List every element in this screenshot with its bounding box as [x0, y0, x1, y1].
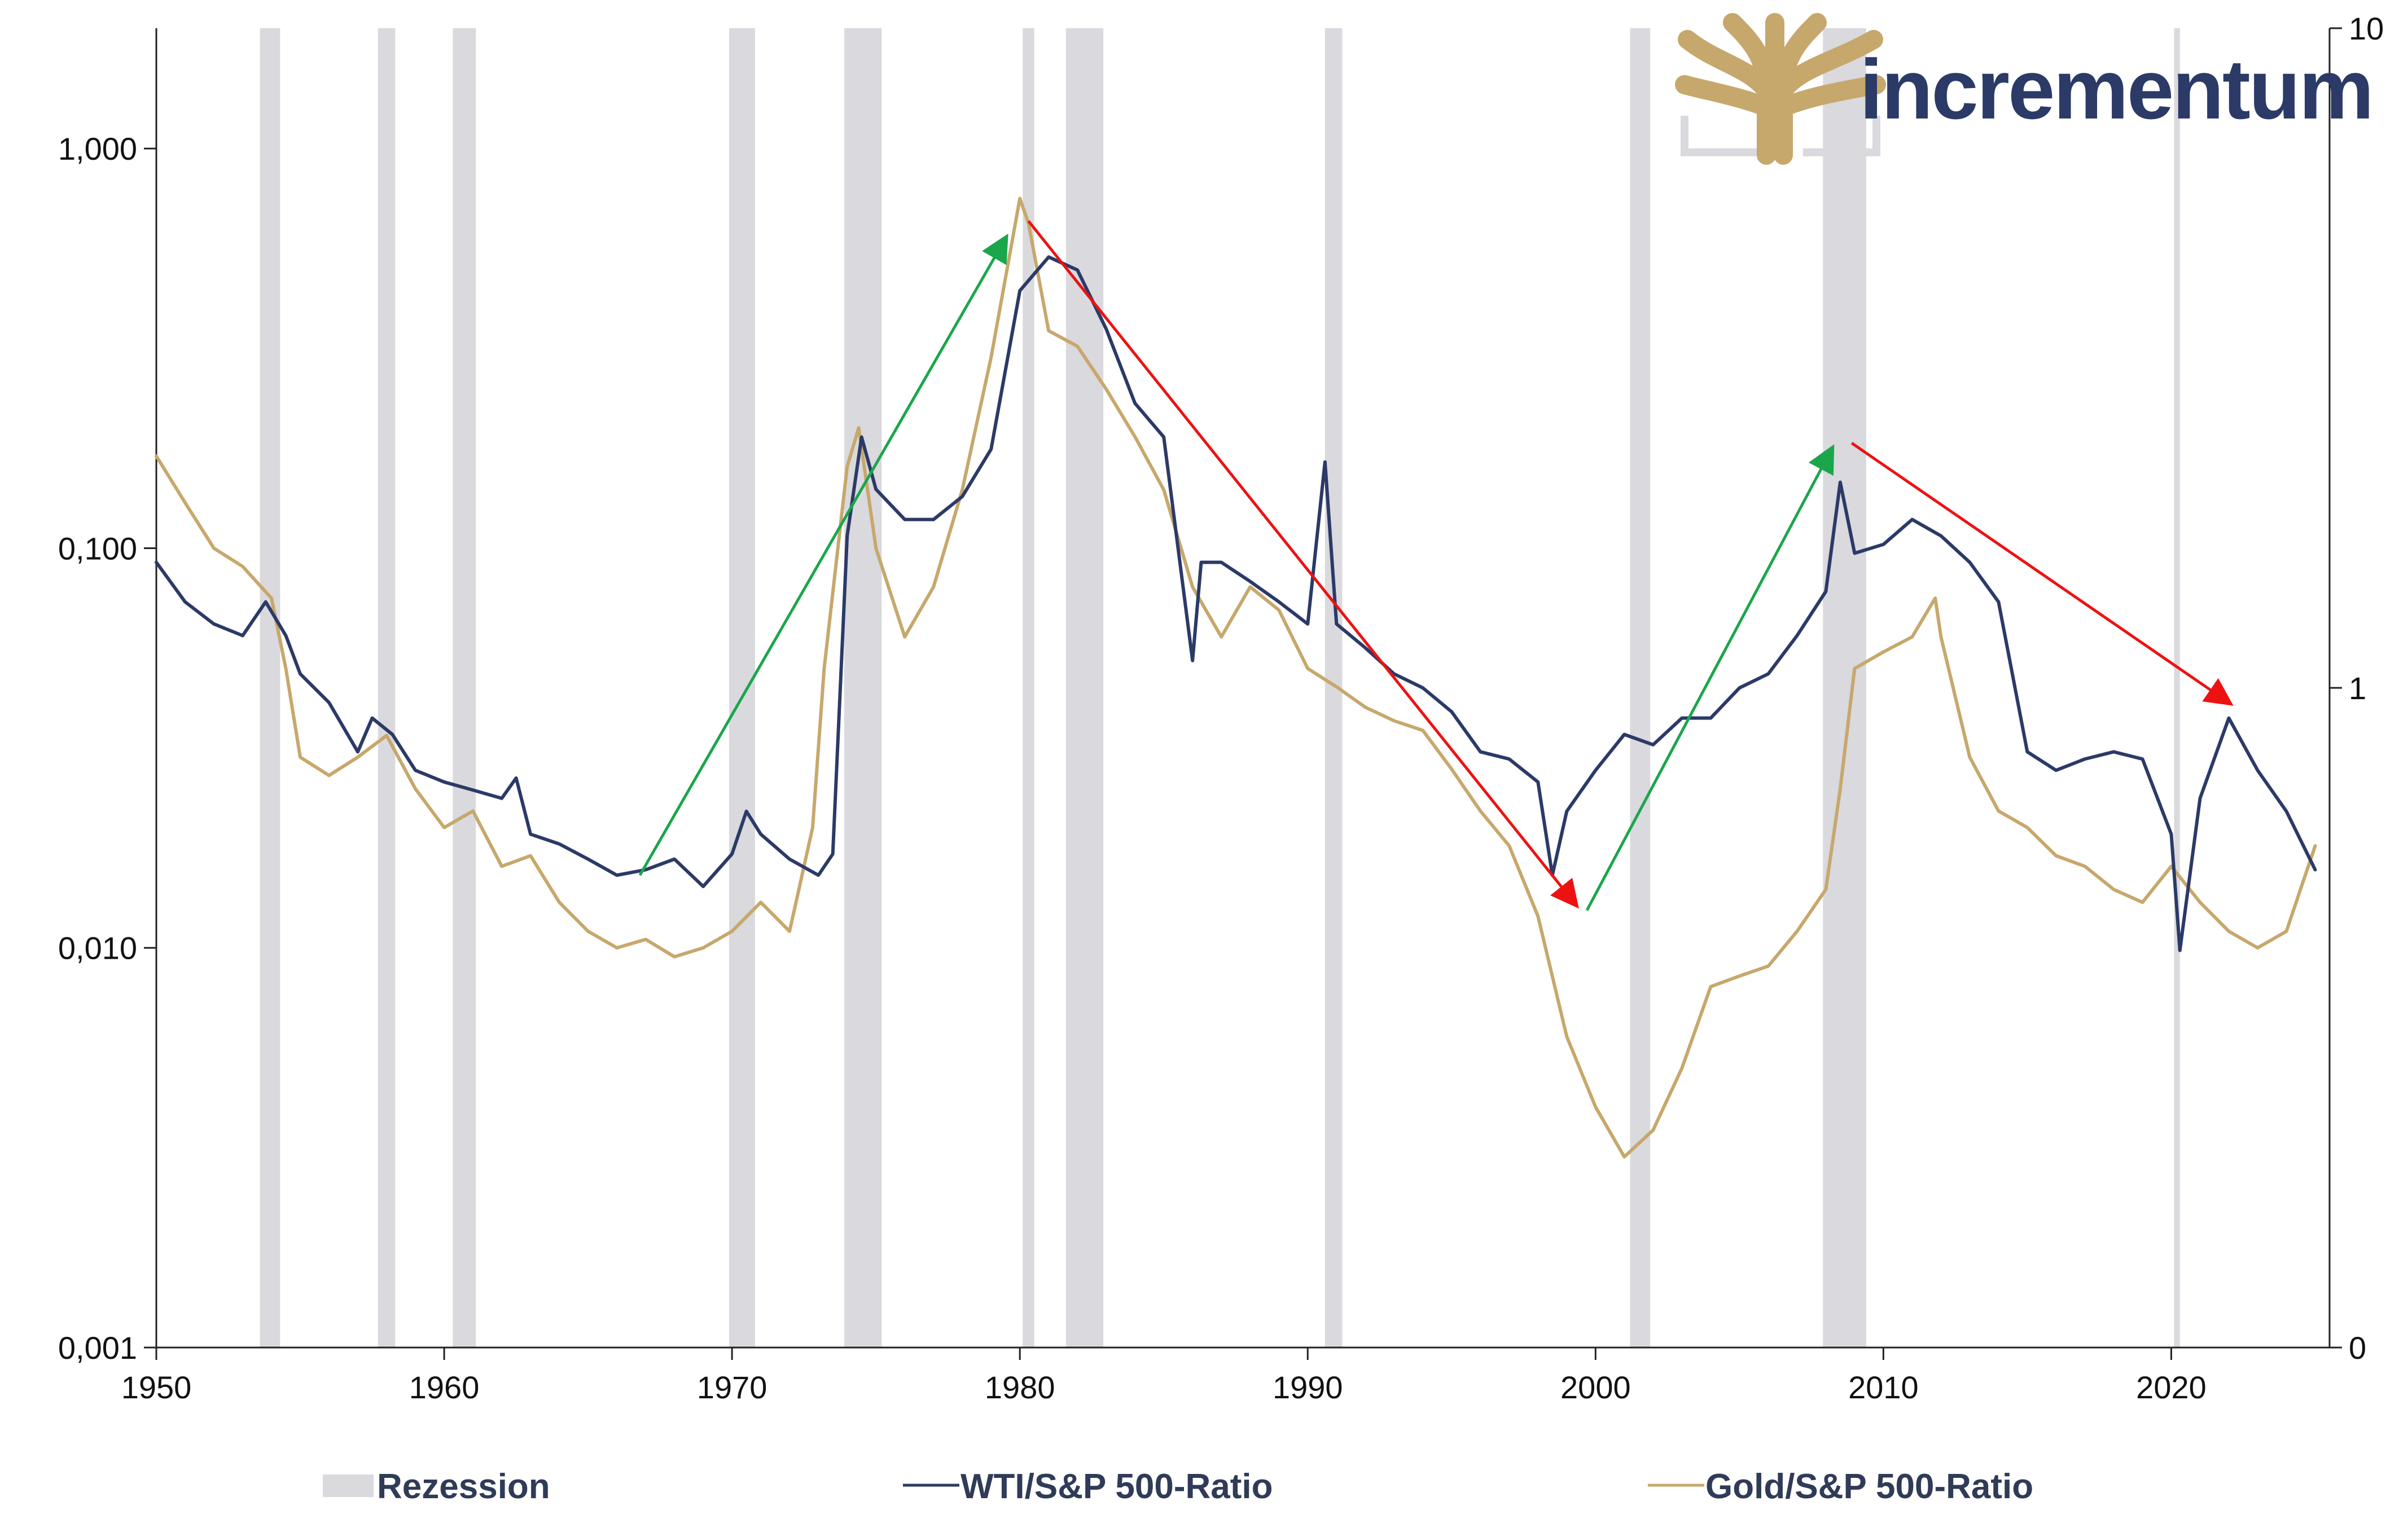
x-tick-label-7: 2020: [2136, 1370, 2207, 1405]
x-tick-label-6: 2010: [1848, 1370, 1919, 1405]
recession-band-6: [1065, 28, 1104, 1348]
tree-logo-icon: [1675, 13, 1886, 165]
recession-band-3: [729, 28, 755, 1348]
y-right-tick-label-2: 10: [2349, 11, 2384, 46]
trend-arrow-3: [1850, 442, 2234, 706]
tick-marks: 1950 1960 1970 1980 1990 2000 2010 2020 0,001 0,0…: [58, 11, 2384, 1405]
x-tick-label-5: 2000: [1560, 1370, 1631, 1405]
y-right-tick-label-0: 0: [2349, 1330, 2366, 1366]
legend: Rezession WTI/S&P 500-Ratio Gold/S&P 500…: [323, 1467, 2033, 1506]
series-line-wti: [155, 255, 2317, 953]
y-right-tick-label-1: 1: [2349, 670, 2366, 706]
trend-arrow-1: [1027, 220, 1579, 909]
series-line-gold: [155, 196, 2317, 1159]
y-left-tick-label-0: 0,001: [58, 1330, 137, 1366]
legend-recession-label: Rezession: [377, 1467, 550, 1506]
recession-band-9: [1823, 28, 1866, 1348]
trend-arrows: [638, 220, 2234, 911]
recession-band-4: [844, 28, 882, 1348]
y-left-tick-label-1: 0,010: [58, 931, 137, 966]
series-lines: [155, 196, 2317, 1159]
legend-gold-label: Gold/S&P 500-Ratio: [1705, 1467, 2033, 1506]
x-tick-label-0: 1950: [121, 1370, 192, 1405]
axes: [155, 28, 2331, 1349]
trend-arrow-0: [638, 233, 1008, 876]
incrementum-logo: incrementum: [1675, 13, 2374, 165]
recession-band-0: [260, 28, 280, 1348]
logo-text: incrementum: [1859, 42, 2372, 137]
x-tick-label-1: 1960: [409, 1370, 480, 1405]
recession-band-2: [453, 28, 476, 1348]
recession-band-1: [378, 28, 396, 1348]
y-left-tick-label-3: 1,000: [58, 131, 137, 166]
x-tick-label-2: 1970: [697, 1370, 767, 1405]
recession-band-5: [1023, 28, 1034, 1348]
legend-wti-label: WTI/S&P 500-Ratio: [960, 1467, 1273, 1506]
x-tick-label-3: 1980: [985, 1370, 1055, 1405]
trend-arrow-2: [1585, 444, 1835, 911]
legend-recession-swatch: [323, 1474, 374, 1497]
recession-bands: [260, 28, 2180, 1348]
recession-band-8: [1630, 28, 1651, 1348]
x-tick-label-4: 1990: [1273, 1370, 1343, 1405]
recession-band-10: [2174, 28, 2180, 1348]
y-left-tick-label-2: 0,100: [58, 530, 137, 566]
